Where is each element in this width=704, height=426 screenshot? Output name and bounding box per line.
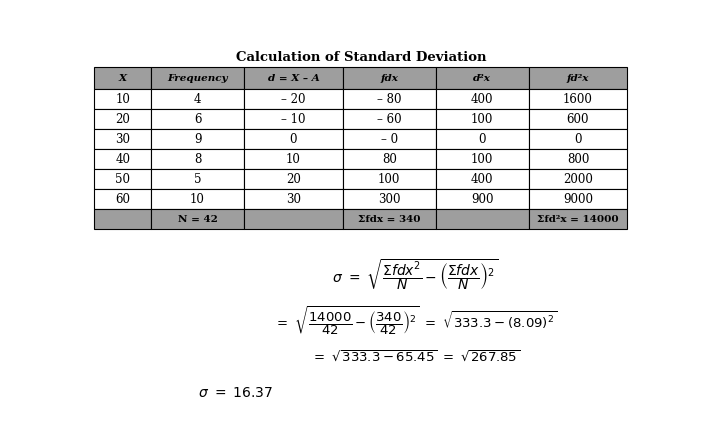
Text: d = X – A: d = X – A [268,74,320,83]
Text: 0: 0 [478,133,486,146]
Bar [343,190,436,209]
Text: Σfd²x = 14000: Σfd²x = 14000 [537,215,619,224]
Bar [244,130,343,150]
Text: 1600: 1600 [563,93,593,106]
Text: fd²x: fd²x [567,74,589,83]
Text: 9000: 9000 [563,193,593,206]
Text: 30: 30 [286,193,301,206]
Text: Calculation of Standard Deviation: Calculation of Standard Deviation [236,50,486,63]
Bar [436,209,529,229]
Bar [244,190,343,209]
Bar [244,89,343,109]
Text: Σfdx = 340: Σfdx = 340 [358,215,420,224]
Bar [151,89,244,109]
Text: 10: 10 [190,193,205,206]
Text: 400: 400 [471,173,494,186]
Bar [151,190,244,209]
Text: 50: 50 [115,173,130,186]
Text: 80: 80 [382,153,396,166]
Bar [94,209,151,229]
Bar [436,68,529,89]
Text: 400: 400 [471,93,494,106]
Bar [529,130,627,150]
Bar [244,170,343,190]
Bar [529,190,627,209]
Bar [529,150,627,170]
Text: 6: 6 [194,113,201,126]
Text: – 0: – 0 [381,133,398,146]
Text: 100: 100 [471,153,494,166]
Text: d²x: d²x [473,74,491,83]
Text: 20: 20 [115,113,130,126]
Text: $= \ \sqrt{\dfrac{14000}{42} - \left(\dfrac{340}{42}\right)^2} \ = \ \sqrt{333.3: $= \ \sqrt{\dfrac{14000}{42} - \left(\df… [274,304,557,337]
Bar [94,109,151,130]
Bar [529,109,627,130]
Bar [343,170,436,190]
Text: 4: 4 [194,93,201,106]
Text: 30: 30 [115,133,130,146]
Bar [94,170,151,190]
Bar [529,209,627,229]
Text: 100: 100 [471,113,494,126]
Bar [343,209,436,229]
Text: 2000: 2000 [563,173,593,186]
Text: X: X [119,74,127,83]
Bar [244,150,343,170]
Bar [151,150,244,170]
Text: 40: 40 [115,153,130,166]
Text: – 80: – 80 [377,93,401,106]
Text: – 20: – 20 [281,93,306,106]
Bar [529,68,627,89]
Bar [343,68,436,89]
Bar [151,130,244,150]
Bar [94,130,151,150]
Text: 800: 800 [567,153,589,166]
Text: N = 42: N = 42 [177,215,218,224]
Bar [151,209,244,229]
Text: 20: 20 [286,173,301,186]
Bar [436,150,529,170]
Text: 10: 10 [115,93,130,106]
Text: $\sigma \ = \ \sqrt{\dfrac{\Sigma fdx^2}{N} - \left(\dfrac{\Sigma fdx}{N}\right): $\sigma \ = \ \sqrt{\dfrac{\Sigma fdx^2}… [332,256,498,291]
Bar [436,130,529,150]
Bar [343,109,436,130]
Bar [343,130,436,150]
Text: – 10: – 10 [281,113,306,126]
Text: 900: 900 [471,193,494,206]
Bar [529,170,627,190]
Bar [244,68,343,89]
Bar [244,109,343,130]
Bar [244,209,343,229]
Text: 9: 9 [194,133,201,146]
Bar [151,109,244,130]
Text: 8: 8 [194,153,201,166]
Text: $\sigma \ = \ 16.37$: $\sigma \ = \ 16.37$ [198,385,273,399]
Bar [436,89,529,109]
Text: $= \ \sqrt{333.3 - 65.45} \ = \ \sqrt{267.85}$: $= \ \sqrt{333.3 - 65.45} \ = \ \sqrt{26… [311,348,520,363]
Bar [343,150,436,170]
Text: – 60: – 60 [377,113,401,126]
Bar [436,190,529,209]
Bar [436,170,529,190]
Bar [94,150,151,170]
Bar [436,109,529,130]
Bar [94,190,151,209]
Text: 60: 60 [115,193,130,206]
Text: 5: 5 [194,173,201,186]
Bar [151,170,244,190]
Bar [94,68,151,89]
Text: 100: 100 [378,173,401,186]
Text: Frequency: Frequency [168,74,228,83]
Text: 0: 0 [289,133,297,146]
Text: 600: 600 [567,113,589,126]
Text: 10: 10 [286,153,301,166]
Bar [151,68,244,89]
Text: 300: 300 [378,193,401,206]
Text: fdx: fdx [380,74,398,83]
Text: 0: 0 [574,133,582,146]
Bar [94,89,151,109]
Bar [529,89,627,109]
Bar [343,89,436,109]
